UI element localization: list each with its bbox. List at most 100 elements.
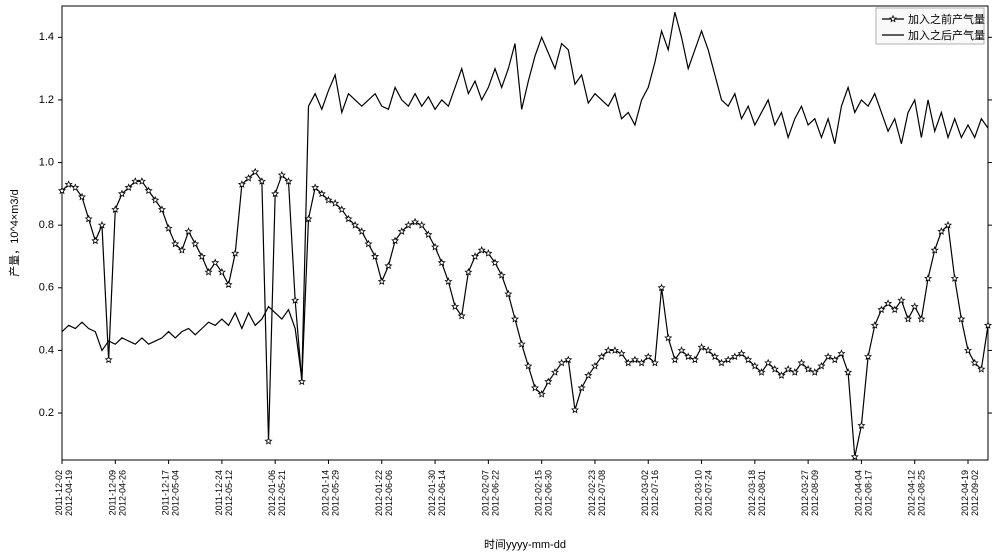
series-before-marker xyxy=(612,347,618,353)
y-tick-label: 0.8 xyxy=(39,219,54,231)
x-tick-label: 2012-03-18 xyxy=(747,470,757,516)
series-before-marker xyxy=(372,253,378,259)
series-before-marker xyxy=(852,454,858,460)
series-before-marker xyxy=(925,275,931,281)
x-tick-label: 2012-08-09 xyxy=(810,470,820,516)
series-before-marker xyxy=(659,285,665,291)
x-tick-label: 2012-02-07 xyxy=(480,470,490,516)
series-before-marker xyxy=(825,353,831,359)
series-before-marker xyxy=(525,363,531,369)
x-tick-label: 2012-04-12 xyxy=(907,470,917,516)
series-before-marker xyxy=(439,260,445,266)
x-tick-label: 2012-06-22 xyxy=(490,470,500,516)
series-before-marker xyxy=(559,360,565,366)
y-tick-label: 0.4 xyxy=(39,344,54,356)
series-before-marker xyxy=(299,379,305,385)
series-before-marker xyxy=(619,350,625,356)
series-before-marker xyxy=(872,322,878,328)
series-before-marker xyxy=(86,216,92,222)
series-before-marker xyxy=(572,407,578,413)
series-before-marker xyxy=(166,225,172,231)
series-before-marker xyxy=(419,222,425,228)
x-tick-label: 2011-12-24 xyxy=(214,470,224,515)
x-tick-label: 2012-01-22 xyxy=(374,470,384,516)
series-before-marker xyxy=(565,357,571,363)
series-before-marker xyxy=(186,228,192,234)
x-tick-label: 2012-03-02 xyxy=(640,470,650,516)
x-tick-label: 2011-12-02 xyxy=(54,470,64,515)
series-before-marker xyxy=(632,357,638,363)
line-chart: 0.2 0.4 0.6 0.8 1.0 1.2 1.4 产量，10^4×m3/d 2011-12… xyxy=(0,0,1000,552)
x-tick-label: 2012-07-16 xyxy=(650,470,660,516)
series-before-marker xyxy=(226,281,232,287)
series-before-marker xyxy=(958,316,964,322)
x-tick-label: 2012-06-14 xyxy=(437,470,447,516)
legend-label: 加入之后产气量 xyxy=(908,28,985,42)
x-tick-label: 2012-06-30 xyxy=(544,470,554,516)
x-tick-label: 2011-12-17 xyxy=(161,470,171,515)
series-before-marker xyxy=(865,353,871,359)
series-before-marker xyxy=(265,438,271,444)
x-tick-label: 2012-08-25 xyxy=(917,470,927,516)
x-tick-label: 2012-02-23 xyxy=(587,470,597,516)
series-before-marker xyxy=(199,253,205,259)
x-tick-label: 2012-05-29 xyxy=(330,470,340,516)
y-tick-label: 1.0 xyxy=(39,156,54,168)
series-before-marker xyxy=(412,219,418,225)
series-before-marker xyxy=(385,263,391,269)
y-tick-label: 1.4 xyxy=(39,31,54,43)
series-before-marker xyxy=(485,250,491,256)
series-before-marker xyxy=(952,275,958,281)
x-tick-label: 2012-01-14 xyxy=(320,470,330,516)
series-before-marker xyxy=(665,335,671,341)
series-before-marker xyxy=(465,269,471,275)
series-before-marker xyxy=(292,297,298,303)
x-tick-label: 2012-04-04 xyxy=(853,470,863,516)
series-before xyxy=(62,172,988,457)
series-before-marker xyxy=(72,184,78,190)
x-tick-label: 2012-01-30 xyxy=(427,470,437,516)
x-tick-label: 2012-05-12 xyxy=(224,470,234,516)
series-before-marker xyxy=(272,191,278,197)
y-tick-label: 1.2 xyxy=(39,94,54,106)
x-tick-label: 2012-02-15 xyxy=(534,470,544,516)
series-before-marker xyxy=(912,303,918,309)
x-tick-label: 2012-01-06 xyxy=(267,470,277,516)
y-tick-label: 0.6 xyxy=(39,282,54,294)
series-before-marker xyxy=(379,278,385,284)
series-before-marker xyxy=(192,241,198,247)
series-before-marker xyxy=(505,291,511,297)
series-before-marker xyxy=(106,357,112,363)
series-before-marker xyxy=(845,369,851,375)
series-before-marker xyxy=(512,316,518,322)
series-before-marker xyxy=(699,344,705,350)
x-tick-label: 2012-03-27 xyxy=(800,470,810,516)
x-tick-label: 2012-04-19 xyxy=(960,470,970,516)
x-tick-label: 2012-04-19 xyxy=(64,470,74,516)
series-after xyxy=(62,12,988,378)
series-before-marker xyxy=(112,206,118,212)
x-tick-label: 2012-05-04 xyxy=(171,470,181,516)
series-before-marker xyxy=(432,244,438,250)
y-tick-label: 0.2 xyxy=(39,407,54,419)
series-before-marker xyxy=(499,272,505,278)
x-tick-label: 2012-05-21 xyxy=(277,470,287,516)
series-before-marker xyxy=(519,341,525,347)
series-before-marker xyxy=(452,303,458,309)
series-before-marker xyxy=(232,250,238,256)
series-before-marker xyxy=(99,222,105,228)
x-tick-label: 2012-03-10 xyxy=(694,470,704,516)
x-tick-label: 2012-08-01 xyxy=(757,470,767,516)
legend-label: 加入之前产气量 xyxy=(908,12,985,26)
x-tick-label: 2011-12-09 xyxy=(107,470,117,515)
y-axis-label: 产量，10^4×m3/d xyxy=(7,189,21,276)
series-before-marker xyxy=(92,238,98,244)
x-tick-label: 2012-07-08 xyxy=(597,470,607,516)
series-before-marker xyxy=(445,278,451,284)
series-before-marker xyxy=(918,316,924,322)
series-before-marker xyxy=(905,316,911,322)
series-before-marker xyxy=(932,247,938,253)
series-before-marker xyxy=(898,297,904,303)
series-before-marker xyxy=(212,260,218,266)
series-before-marker xyxy=(858,422,864,428)
